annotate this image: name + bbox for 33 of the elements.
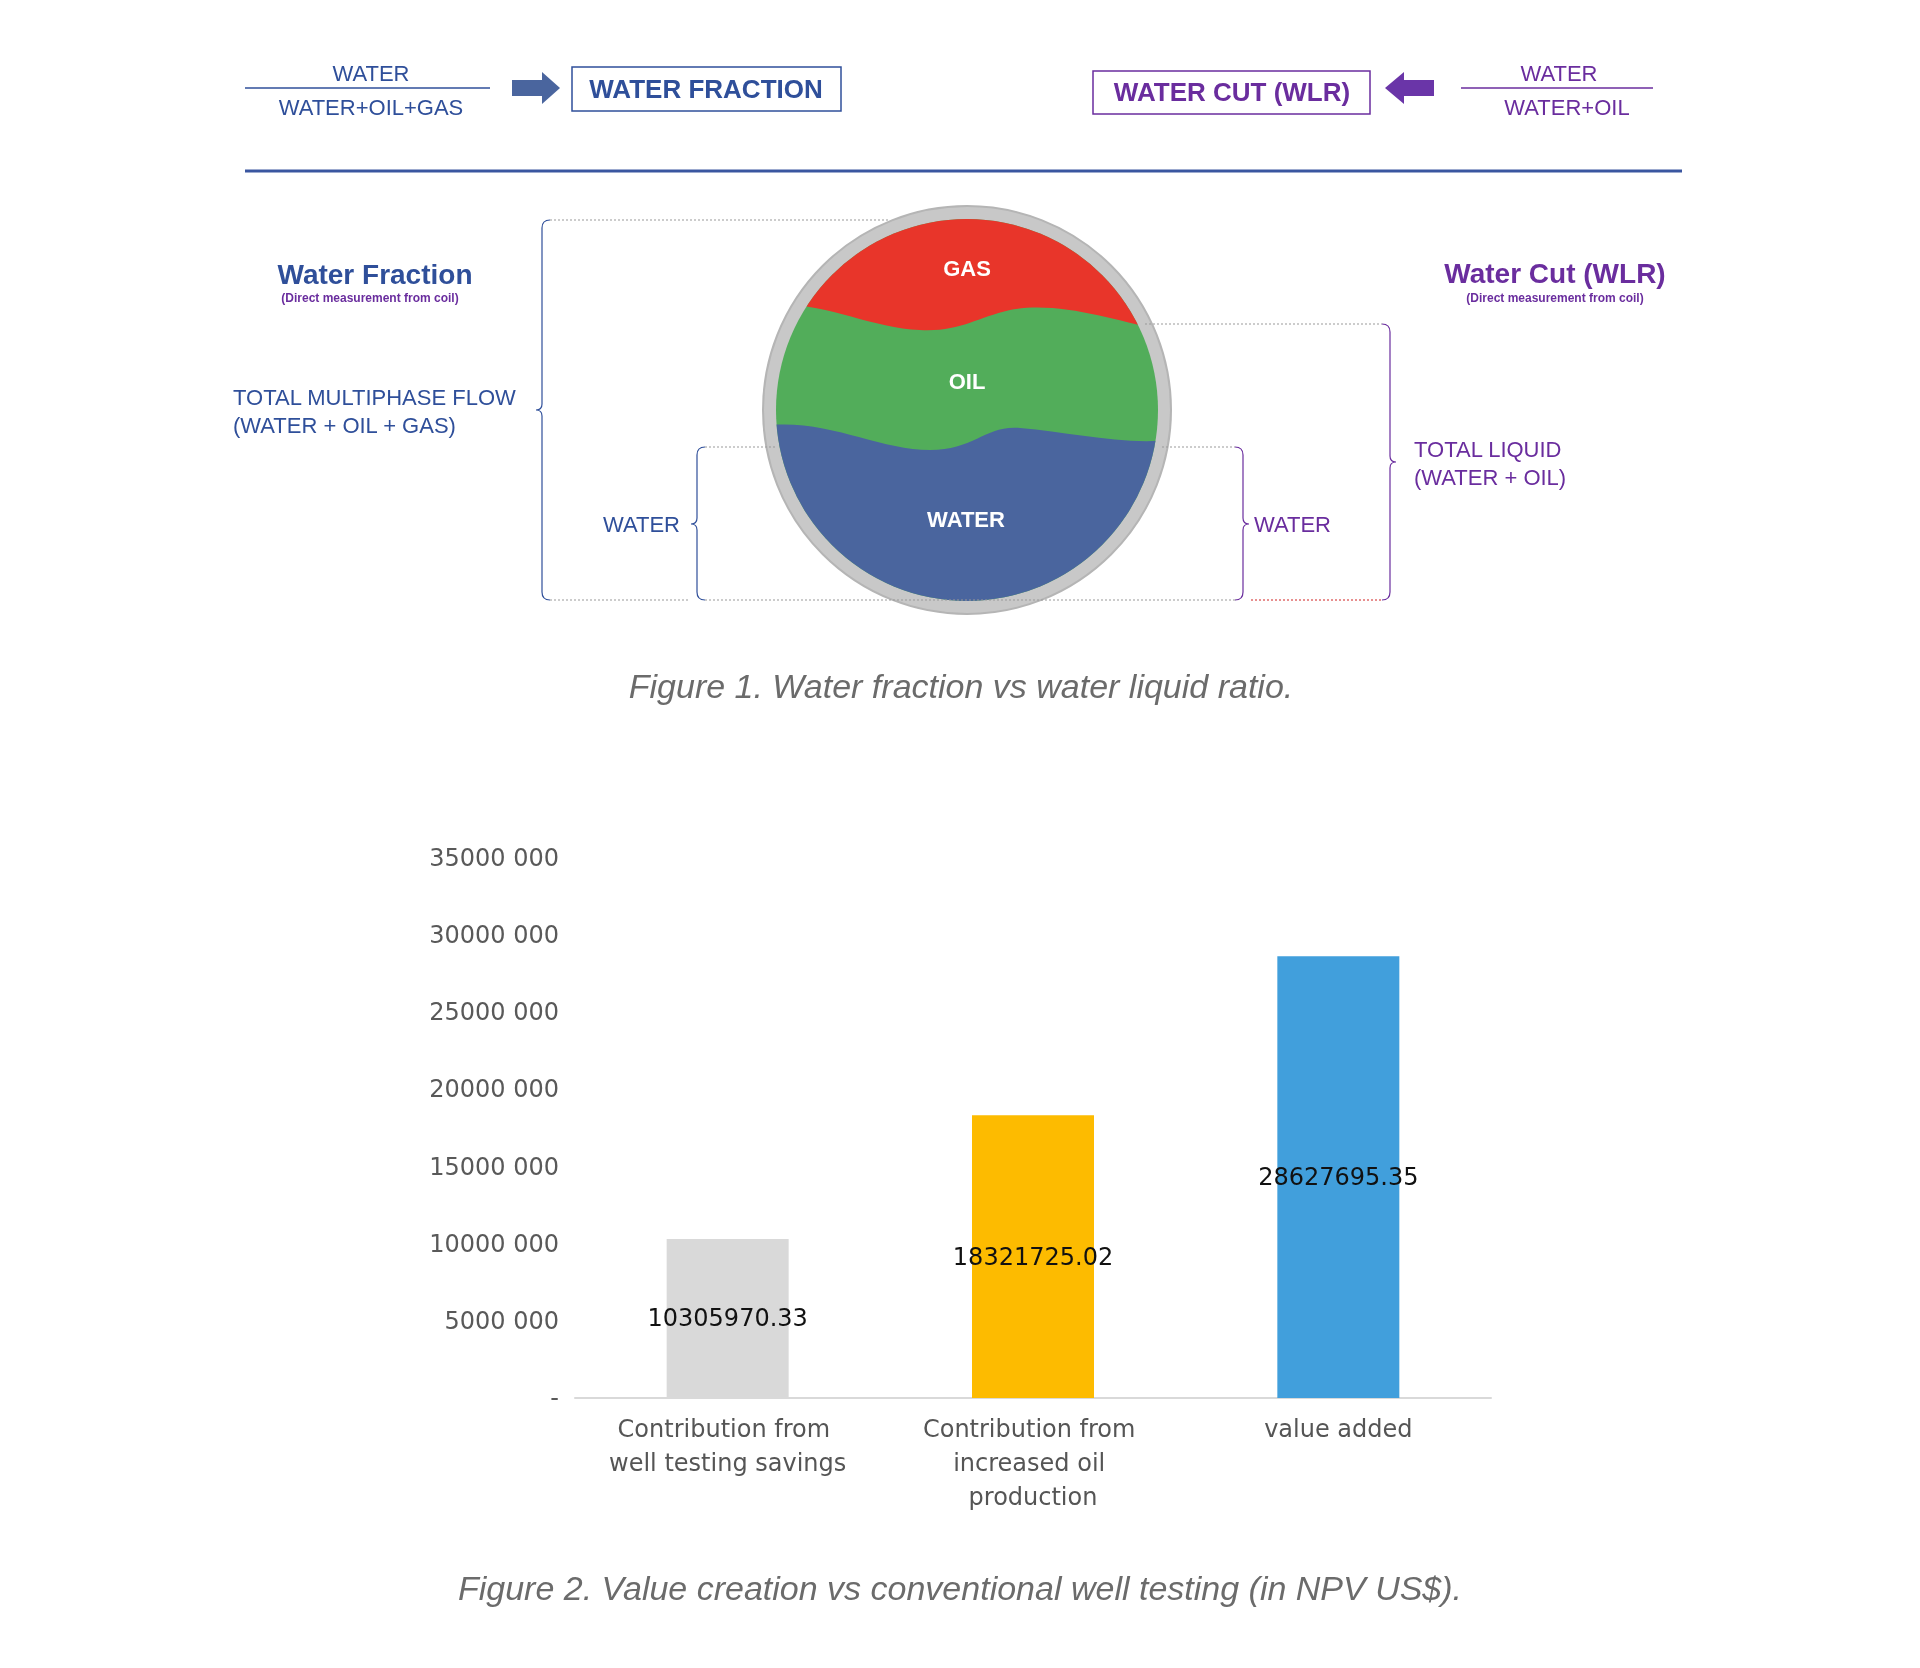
y-tick-label: 25000 000: [429, 998, 559, 1027]
y-tick-label: 35000 000: [429, 844, 559, 872]
text: WATER: [1254, 512, 1331, 537]
x-tick-label: value added: [1264, 1415, 1413, 1443]
text: WATER: [332, 61, 410, 86]
text: Figure 1. Water fraction vs water liquid ratio.: [628, 667, 1294, 705]
y-tick-label: 10000 000: [429, 1229, 559, 1258]
y-tick-label: 5000 000: [444, 1306, 559, 1335]
text: GAS: [943, 256, 991, 281]
x-tick-label: Contribution from increased oil production: [922, 1415, 1144, 1511]
text: WATER: [927, 507, 1006, 532]
text: TOTAL LIQUID: [1414, 437, 1562, 462]
text: (Direct measurement from coil): [281, 291, 459, 305]
text: (WATER + OIL): [1414, 465, 1567, 490]
y-tick-label: 15000 000: [429, 1152, 559, 1181]
text: Water Cut (WLR): [1444, 258, 1666, 289]
text: WATER FRACTION: [589, 74, 823, 104]
data-label: 10305970.33: [647, 1304, 808, 1333]
y-tick-label: 30000 000: [429, 921, 559, 950]
x-tick-label: Contribution from well testing savings: [609, 1415, 847, 1477]
text: OIL: [948, 369, 986, 394]
text: Water Fraction: [277, 259, 473, 290]
text: WATER CUT (WLR): [1113, 77, 1351, 107]
text: TOTAL MULTIPHASE FLOW: [233, 385, 517, 410]
text: WATER+OIL: [1504, 95, 1630, 120]
text: WATER: [1520, 61, 1598, 86]
text: WATER: [603, 512, 680, 537]
y-tick-label: 20000 000: [429, 1075, 559, 1104]
text: Figure 2. Value creation vs conventional well testing (in NPV US$).: [457, 1569, 1463, 1607]
text: (Direct measurement from coil): [1466, 291, 1644, 305]
y-tick-label: -: [550, 1384, 559, 1412]
text: (WATER + OIL + GAS): [233, 413, 456, 438]
text: WATER+OIL+GAS: [278, 95, 464, 120]
